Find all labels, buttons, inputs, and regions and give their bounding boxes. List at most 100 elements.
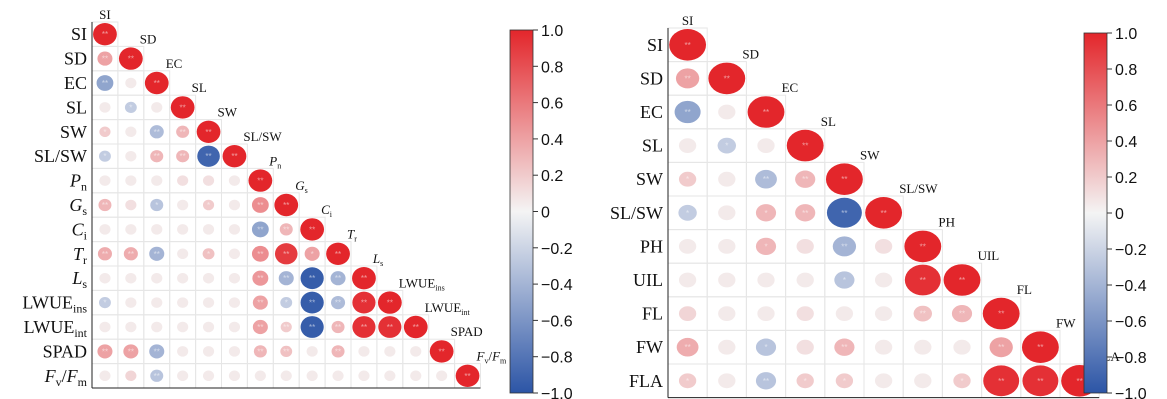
correlation-circle — [228, 321, 241, 333]
significance-mark: ** — [102, 30, 108, 39]
correlation-circle — [835, 373, 854, 389]
significance-mark: ** — [802, 175, 808, 184]
correlation-circle — [834, 338, 855, 356]
significance-mark: * — [103, 152, 106, 161]
correlation-circle — [202, 272, 215, 284]
correlation-circle — [251, 197, 269, 213]
correlation-circle — [118, 47, 143, 70]
correlation-circle — [274, 193, 299, 217]
correlation-circle — [678, 272, 697, 288]
correlation-circle — [352, 291, 376, 314]
significance-mark: ** — [205, 152, 211, 161]
row-label: SPAD — [43, 341, 87, 361]
correlation-circle — [718, 306, 736, 322]
correlation-circle — [352, 316, 376, 338]
correlation-circle — [151, 297, 163, 308]
colorbar: 1.0 0.8 0.6 0.4 0.2 0 −0.2 −0.4 −0.6 −0.8 −1.0 — [509, 23, 573, 399]
correlation-circle — [248, 169, 273, 192]
significance-mark: ** — [920, 276, 926, 285]
correlation-circle — [403, 315, 428, 339]
colorbar-tick-label: 0.4 — [541, 132, 563, 149]
diagonal-label: EC — [782, 80, 799, 95]
significance-mark: ** — [231, 152, 237, 161]
colorbar-gradient — [1083, 32, 1108, 394]
correlation-circle — [904, 264, 941, 296]
significance-mark: ** — [335, 323, 341, 332]
correlation-circle — [983, 365, 1020, 397]
significance-mark: * — [686, 209, 689, 218]
significance-mark: ** — [413, 323, 419, 332]
correlation-circle — [123, 344, 139, 359]
correlation-circle — [228, 248, 241, 260]
significance-mark: ** — [1037, 343, 1043, 352]
correlation-circle — [176, 150, 190, 163]
correlation-circle — [708, 62, 746, 95]
correlation-circle — [826, 197, 862, 228]
correlation-circle — [678, 238, 697, 254]
significance-mark: ** — [180, 128, 186, 137]
correlation-circle — [410, 370, 422, 382]
significance-mark: ** — [257, 201, 263, 210]
colorbar-tick-label: −0.2 — [1115, 242, 1147, 259]
right-correlation-panel: **** **** *** *** ** ** *** * ** ** *** ** *** ** ****… — [610, 13, 1147, 399]
correlation-circle — [251, 221, 269, 238]
significance-mark: ** — [257, 299, 263, 308]
correlation-circle — [222, 145, 247, 168]
correlation-circle — [796, 339, 814, 355]
correlation-circle — [796, 306, 814, 322]
correlation-circle — [125, 150, 137, 162]
correlation-circle — [125, 224, 137, 235]
correlation-circles: ****************************************… — [669, 29, 1099, 397]
colorbar-tick-label: −0.6 — [1115, 314, 1147, 331]
correlation-circle — [149, 125, 164, 139]
significance-mark: ** — [387, 323, 393, 332]
colorbar-tick-label: −0.2 — [541, 241, 573, 258]
diagonal-label: Tr — [347, 227, 357, 244]
correlation-circle — [252, 319, 268, 335]
significance-mark: ** — [464, 372, 470, 381]
correlation-circle — [228, 370, 241, 382]
correlation-circle — [678, 171, 697, 187]
colorbar-tick-label: 0.2 — [1115, 170, 1137, 187]
correlation-circle — [989, 337, 1013, 358]
significance-mark: ** — [257, 225, 263, 234]
significance-mark: * — [207, 250, 210, 259]
row-label: EC — [64, 73, 87, 93]
significance-mark: ** — [998, 310, 1004, 319]
correlation-circle — [254, 370, 266, 382]
correlation-circle — [678, 138, 697, 154]
correlation-circle — [352, 267, 376, 290]
significance-mark: ** — [283, 201, 289, 210]
colorbar-tick-label: 0 — [1115, 206, 1124, 223]
correlation-circle — [99, 370, 111, 382]
colorbar-tick-label: −1.0 — [541, 386, 573, 399]
diagonal-label: UIL — [978, 248, 1000, 263]
correlation-circle — [718, 171, 736, 187]
significance-mark: ** — [154, 347, 160, 356]
diagonal-label: SI — [682, 13, 694, 28]
significance-mark: ** — [684, 41, 690, 50]
colorbar-tick-label: −0.4 — [1115, 278, 1147, 295]
correlation-circle — [358, 370, 370, 382]
row-label: UIL — [633, 270, 663, 290]
correlation-circle — [304, 246, 320, 261]
significance-mark: ** — [257, 347, 263, 356]
correlation-circle — [177, 297, 189, 308]
significance-mark: ** — [128, 347, 134, 356]
correlation-circle — [330, 271, 346, 286]
correlation-circle — [149, 246, 165, 261]
row-label: SL/SW — [34, 146, 87, 166]
matrix-grid — [667, 27, 1100, 399]
significance-mark: ** — [959, 310, 965, 319]
correlation-circle — [913, 305, 933, 322]
row-label: SI — [71, 24, 87, 44]
correlation-circle — [125, 199, 137, 211]
significance-mark: ** — [802, 142, 808, 151]
correlation-circle — [228, 297, 241, 308]
correlation-circle — [331, 345, 345, 358]
correlation-circle — [953, 339, 971, 355]
significance-mark: ** — [180, 103, 186, 112]
correlation-circle — [99, 102, 111, 113]
correlation-circle — [678, 373, 697, 389]
significance-mark: ** — [283, 347, 289, 356]
